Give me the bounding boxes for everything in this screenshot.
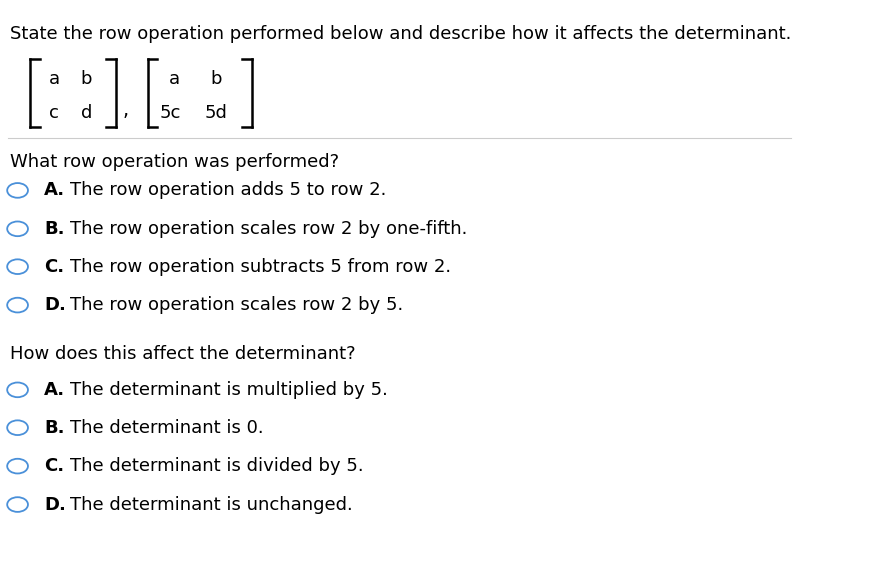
Text: C.: C. [44, 258, 64, 276]
Text: d: d [80, 104, 92, 122]
Text: The row operation scales row 2 by 5.: The row operation scales row 2 by 5. [70, 296, 402, 314]
Text: a: a [168, 70, 180, 88]
Text: A.: A. [44, 181, 65, 199]
Text: ,: , [122, 101, 129, 120]
Text: a: a [48, 70, 60, 88]
Text: The determinant is divided by 5.: The determinant is divided by 5. [70, 457, 363, 475]
Text: State the row operation performed below and describe how it affects the determin: State the row operation performed below … [10, 25, 790, 44]
Text: D.: D. [44, 496, 66, 514]
Text: D.: D. [44, 296, 66, 314]
Text: 5c: 5c [159, 104, 181, 122]
Text: What row operation was performed?: What row operation was performed? [10, 153, 338, 171]
Text: The determinant is 0.: The determinant is 0. [70, 419, 263, 437]
Text: The row operation adds 5 to row 2.: The row operation adds 5 to row 2. [70, 181, 385, 199]
Text: A.: A. [44, 381, 65, 399]
Text: The row operation subtracts 5 from row 2.: The row operation subtracts 5 from row 2… [70, 258, 450, 276]
Text: How does this affect the determinant?: How does this affect the determinant? [10, 345, 355, 363]
Text: b: b [210, 70, 221, 88]
Text: The determinant is multiplied by 5.: The determinant is multiplied by 5. [70, 381, 387, 399]
Text: The row operation scales row 2 by one-fifth.: The row operation scales row 2 by one-fi… [70, 220, 467, 238]
Text: The determinant is unchanged.: The determinant is unchanged. [70, 496, 352, 514]
Text: 5d: 5d [204, 104, 227, 122]
Text: C.: C. [44, 457, 64, 475]
Text: c: c [49, 104, 59, 122]
Text: B.: B. [44, 419, 64, 437]
Text: B.: B. [44, 220, 64, 238]
Text: b: b [80, 70, 92, 88]
